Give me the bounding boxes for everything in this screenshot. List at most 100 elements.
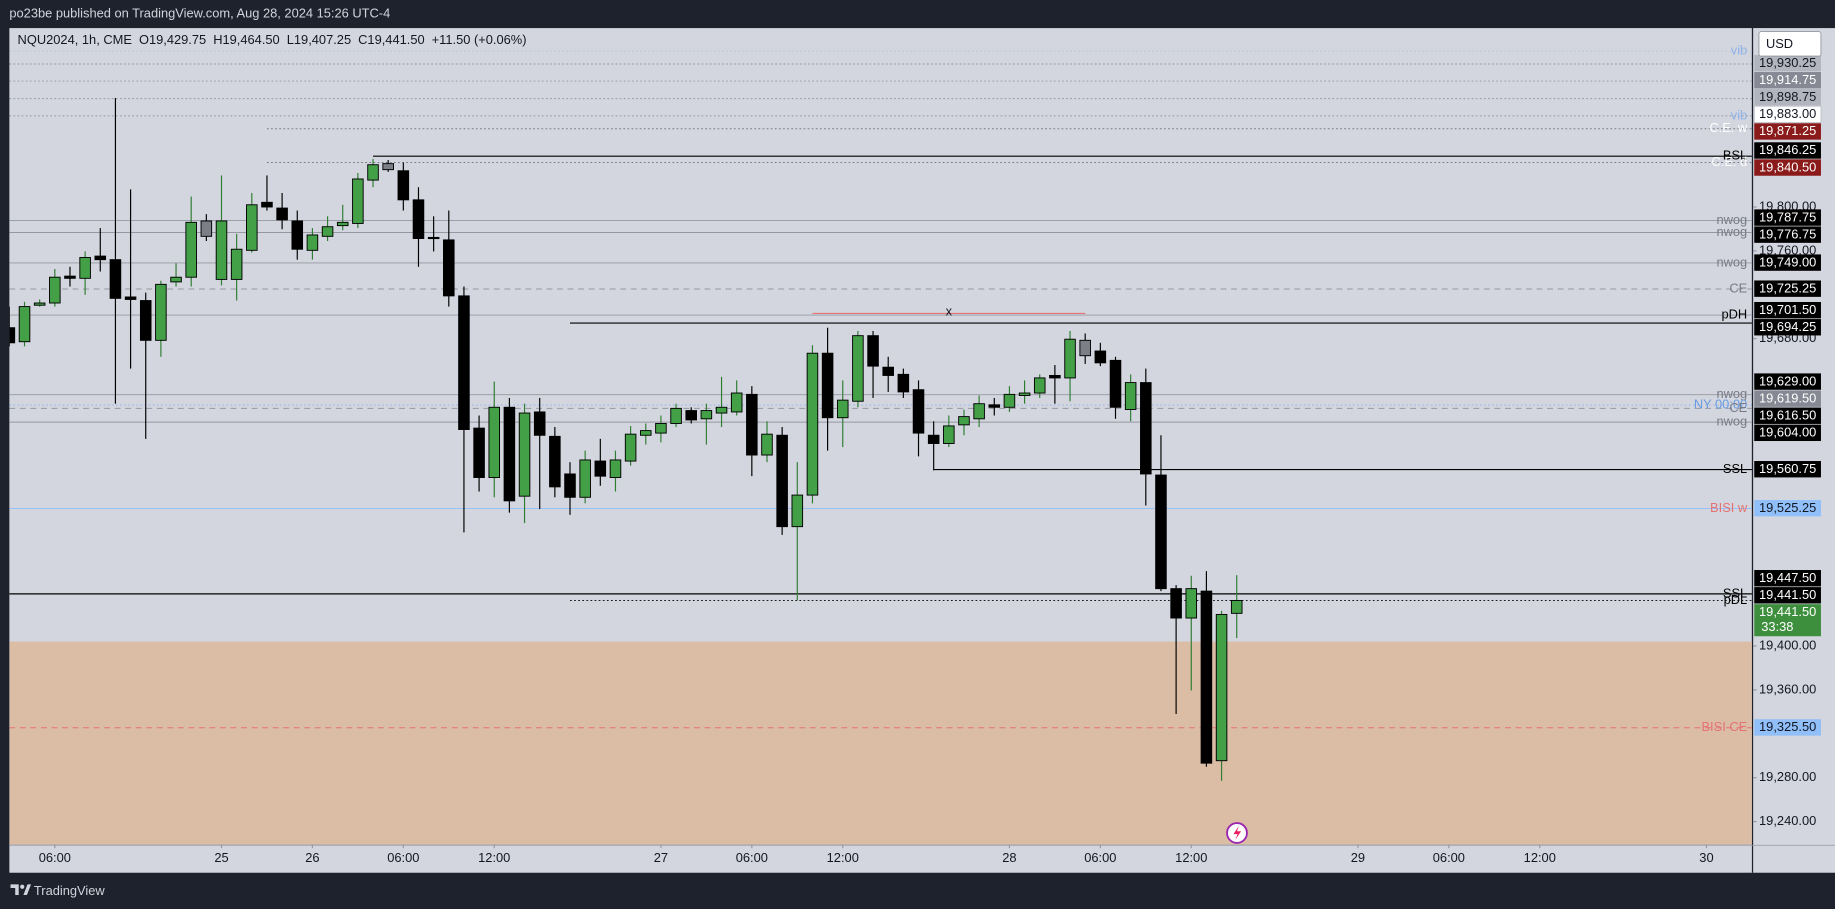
price-tag-label: 19,604.00 <box>1759 425 1816 440</box>
price-tag <box>1754 570 1821 587</box>
candle-body <box>367 164 379 181</box>
price-tag <box>1754 280 1821 297</box>
candle-body <box>943 425 955 444</box>
logo-dot <box>20 884 25 889</box>
y-tick-label: 19,280.00 <box>1759 769 1816 784</box>
candle-body <box>867 335 879 367</box>
price-tag-label: 19,447.50 <box>1759 570 1816 585</box>
level-name: pDL <box>1724 592 1748 607</box>
candle-body <box>215 220 228 280</box>
candle-body <box>64 275 76 279</box>
candle-body <box>9 327 16 344</box>
x-tick-label: 26 <box>305 850 319 865</box>
level-name: nwog <box>1716 386 1747 401</box>
candle-body <box>109 259 122 299</box>
candle-body <box>321 226 334 237</box>
candle-body <box>973 403 985 420</box>
candle-body <box>306 234 319 251</box>
candle-body <box>94 255 107 261</box>
candle-body <box>549 435 561 488</box>
legend-symbol: NQU2024, 1h, CME <box>18 32 133 47</box>
currency-button[interactable] <box>1758 31 1822 57</box>
level-name: vib <box>1731 107 1747 122</box>
level-name: C.E. w <box>1709 120 1748 135</box>
price-tag-label: 19,616.50 <box>1759 408 1816 423</box>
y-tick-label: 19,240.00 <box>1759 813 1816 828</box>
level-name: CE <box>1729 400 1747 415</box>
price-tag-label: 19,629.00 <box>1759 373 1816 388</box>
candle-body <box>352 178 364 224</box>
price-tag-label: 19,701.50 <box>1759 302 1816 317</box>
x-tick-label: 06:00 <box>1084 850 1116 865</box>
level-name: CE <box>1729 280 1747 295</box>
candle-body <box>639 430 652 436</box>
candle-body <box>1155 474 1167 590</box>
candle-body <box>836 399 849 419</box>
price-tag <box>1754 72 1821 89</box>
candle-body <box>397 170 410 201</box>
candle-body <box>261 201 273 208</box>
candle-body <box>382 163 394 171</box>
candle-body <box>518 412 531 497</box>
candle-body <box>897 373 910 393</box>
candle-body <box>852 335 864 402</box>
price-tag-label: 19,914.75 <box>1759 72 1816 87</box>
x-tick-label: 27 <box>654 850 668 865</box>
price-tag <box>1754 209 1821 226</box>
candle-body <box>533 411 546 436</box>
candle-body <box>806 352 819 496</box>
price-tag <box>1754 123 1821 140</box>
brand-logo[interactable] <box>10 884 32 895</box>
price-tag <box>1754 254 1821 271</box>
candle-body <box>336 221 349 227</box>
candle-body <box>185 221 197 278</box>
candle-body <box>1049 374 1061 379</box>
x-tick-label: 12:00 <box>478 850 510 865</box>
currency-label: USD <box>1766 36 1793 51</box>
time-axis[interactable] <box>9 844 1754 873</box>
x-tick-label: 06:00 <box>736 850 768 865</box>
price-tag-label: 19,898.75 <box>1759 89 1816 104</box>
legend-low: L19,407.25 <box>287 32 351 47</box>
level-name: pDH <box>1721 306 1747 321</box>
price-tag-label: 19,846.25 <box>1759 142 1816 157</box>
candle-body <box>1094 350 1107 364</box>
candle-body <box>276 207 288 221</box>
candle-body <box>746 393 758 456</box>
x-tick-label: 12:00 <box>1175 850 1207 865</box>
level-name: C.E. d <box>1711 154 1747 169</box>
level-name: SSL <box>1723 461 1747 476</box>
level-name: nwog <box>1716 254 1747 269</box>
candle-body <box>291 220 304 250</box>
candle-body <box>821 352 834 419</box>
price-tag-label: 19,725.25 <box>1759 280 1816 295</box>
level-name: NY 00:00 <box>1694 396 1747 411</box>
annotation-label: x <box>946 304 953 319</box>
candle-body <box>670 407 682 424</box>
candle-body <box>958 416 970 426</box>
candle-body <box>564 473 576 498</box>
price-tag-label: 19,840.50 <box>1759 159 1816 174</box>
candle-body <box>1140 382 1152 475</box>
logo-mark <box>23 884 32 895</box>
price-tag-label: 19,619.50 <box>1759 390 1816 405</box>
y-tick-label: 19,760.00 <box>1759 242 1816 257</box>
price-tag-label: 19,441.50 <box>1759 587 1816 602</box>
x-tick-label: 12:00 <box>827 850 859 865</box>
brand-name: TradingView <box>34 883 105 898</box>
legend-close: C19,441.50 <box>358 32 425 47</box>
price-tag-label: 19,560.75 <box>1759 461 1816 476</box>
candle-body <box>473 427 485 478</box>
price-tag <box>1754 424 1821 442</box>
candle-body <box>1124 382 1137 410</box>
last-price-label: 19,441.50 <box>1759 604 1816 619</box>
candle-body <box>685 410 698 421</box>
price-tag <box>1754 301 1821 319</box>
candle-body <box>230 248 243 280</box>
alert-icon[interactable] <box>1226 822 1248 844</box>
candle-body <box>700 410 713 420</box>
publish-header: po23be published on TradingView.com, Aug… <box>9 5 390 20</box>
legend: NQU2024, 1h, CME O19,429.75 H19,464.50 L19,… <box>18 32 527 47</box>
